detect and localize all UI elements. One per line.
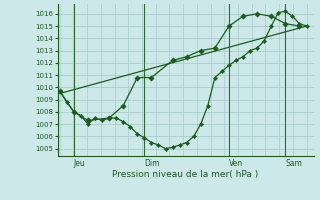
Text: Jeu: Jeu: [74, 159, 85, 168]
X-axis label: Pression niveau de la mer( hPa ): Pression niveau de la mer( hPa ): [112, 170, 259, 179]
Text: Sam: Sam: [285, 159, 302, 168]
Text: Dim: Dim: [144, 159, 160, 168]
Text: Ven: Ven: [229, 159, 243, 168]
